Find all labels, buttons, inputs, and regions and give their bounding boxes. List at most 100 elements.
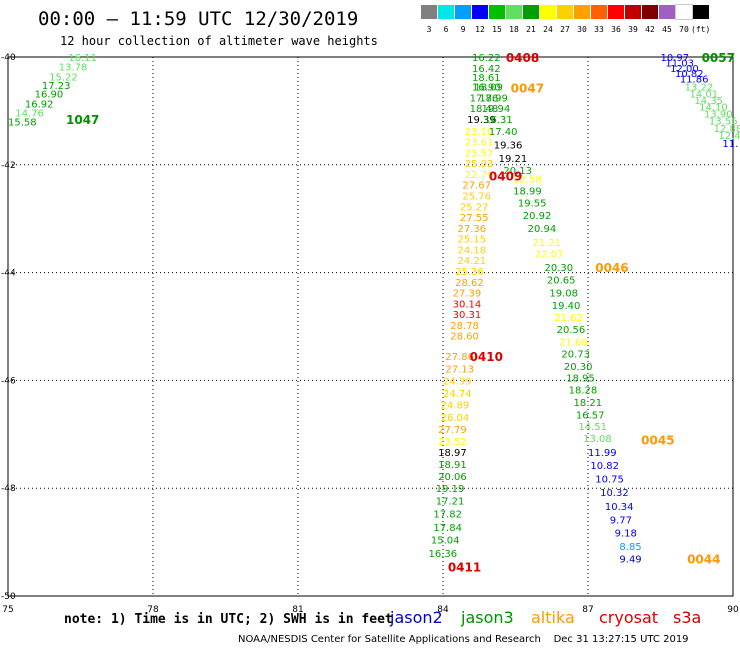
wave-height-value: 19.55 <box>518 199 547 210</box>
legend-jason2: jason2 <box>390 608 443 627</box>
wave-height-value: 19.21 <box>499 154 528 165</box>
legend-swatch <box>693 5 709 19</box>
wave-height-value: 17.76 <box>470 93 499 104</box>
wave-height-value: 27.39 <box>453 289 482 300</box>
legend-label: 42 <box>645 25 655 34</box>
legend-swatch <box>608 5 624 19</box>
legend-label: 12 <box>475 25 485 34</box>
wave-height-value: 20.06 <box>438 472 467 483</box>
legend-swatch <box>523 5 539 19</box>
y-tick-label: -44 <box>1 269 16 279</box>
wave-height-value: 17.82 <box>433 510 462 521</box>
legend-swatch <box>675 4 693 20</box>
wave-height-value: 23.57 <box>465 148 494 159</box>
wave-height-value: 16.90 <box>472 83 501 94</box>
wave-height-value: 8.85 <box>619 542 641 553</box>
wave-height-value: 23.61 <box>465 138 494 149</box>
wave-height-value: 14.51 <box>578 422 607 433</box>
x-tick-label: 87 <box>582 605 593 615</box>
wave-height-value: 14.10 <box>699 103 728 114</box>
legend-label: 3 <box>426 25 432 34</box>
wave-height-value: 19.08 <box>549 289 578 300</box>
wave-height-value: 18.95 <box>566 374 595 385</box>
wave-height-value: 30.14 <box>453 299 482 310</box>
legend-label: 39 <box>628 25 638 34</box>
pass-time-label: 0044 <box>687 552 720 566</box>
wave-height-value: 27.79 <box>438 425 467 436</box>
legend-label: 27 <box>560 25 570 34</box>
plot-frame <box>7 56 734 597</box>
wave-height-value: 18.61 <box>472 73 501 84</box>
wave-height-value: 18.99 <box>513 187 542 198</box>
wave-height-value: 17.21 <box>436 497 465 508</box>
wave-height-value: 18.21 <box>574 398 603 409</box>
wave-height-value: 28.62 <box>455 278 484 289</box>
wave-height-value: 25.15 <box>458 235 487 246</box>
pass-time-label: 0410 <box>470 350 503 364</box>
legend-label: 33 <box>594 25 604 34</box>
pass-time-label: 0408 <box>506 51 539 65</box>
legend-swatch <box>421 5 437 19</box>
wave-height-value: 14.35 <box>694 96 723 107</box>
wave-height-value: 18.48 <box>470 104 499 115</box>
pass-time-label: 0045 <box>641 434 674 448</box>
wave-height-value: 25.36 <box>455 267 484 278</box>
wave-height-value: 24.99 <box>443 376 472 387</box>
x-tick-label: 81 <box>292 605 303 615</box>
wave-height-value: 10.34 <box>605 502 634 513</box>
wave-height-value: 22.79 <box>465 170 494 181</box>
legend-label: 45 <box>662 25 672 34</box>
legend-swatch <box>455 5 471 19</box>
wave-height-value: 15.04 <box>431 535 460 546</box>
wave-height-value: 27.55 <box>460 213 489 224</box>
pass-time-label: 0046 <box>595 261 628 275</box>
x-tick-label: 78 <box>147 605 159 615</box>
y-tick-label: -46 <box>1 376 16 386</box>
wave-height-value: 19.36 <box>494 140 523 151</box>
page-title: 00:00 – 11:59 UTC 12/30/2019 <box>38 8 359 30</box>
wave-height-value: 20.94 <box>528 224 557 235</box>
wave-height-value: 13.22 <box>685 83 714 94</box>
legend-label: 24 <box>543 25 553 34</box>
pass-time-label: 0047 <box>511 82 544 96</box>
wave-height-value: 17.40 <box>489 127 518 138</box>
legend-altika: altika <box>531 608 575 627</box>
wave-height-value: 24.18 <box>458 245 487 256</box>
pass-time-label: 1047 <box>66 113 99 127</box>
legend-cryosat: cryosat <box>599 608 659 627</box>
wave-height-value: 18.97 <box>438 448 467 459</box>
wave-height-value: 21.62 <box>554 313 583 324</box>
legend-swatch <box>557 5 573 19</box>
pass-time-label: 0411 <box>448 560 481 574</box>
wave-height-value: 20.92 <box>523 211 552 222</box>
wave-height-value: 10.82 <box>675 69 704 80</box>
wave-height-value: 23.10 <box>465 127 494 138</box>
wave-height-value: 10.32 <box>600 488 629 499</box>
wave-height-value: 21.69 <box>559 338 588 349</box>
wave-height-value: 16.57 <box>576 410 605 421</box>
wave-height-value: 20.30 <box>564 362 593 373</box>
wave-height-value: 22.58 <box>513 174 542 185</box>
wave-height-value: 9.77 <box>610 515 632 526</box>
wave-height-value: 15.58 <box>8 118 37 129</box>
wave-height-value: 11.86 <box>680 75 709 86</box>
legend-jason3: jason3 <box>461 608 514 627</box>
wave-height-value: 11.99 <box>588 448 617 459</box>
wave-height-value: 17.84 <box>433 523 462 534</box>
wave-height-value: 20.13 <box>503 166 532 177</box>
wave-height-value: 16.22 <box>472 53 501 64</box>
wave-height-value: 18.91 <box>438 460 467 471</box>
wave-height-value: 10.82 <box>590 461 619 472</box>
legend-label: 9 <box>460 25 466 34</box>
legend-swatch <box>591 5 607 19</box>
legend-swatch <box>659 5 675 19</box>
wave-height-value: 18.28 <box>569 386 598 397</box>
footnote: note: 1) Time is in UTC; 2) SWH is in fe… <box>64 612 393 627</box>
legend-label: 21 <box>526 25 536 34</box>
wave-height-value: 10.97 <box>661 53 690 64</box>
wave-height-value: 20.30 <box>545 263 574 274</box>
legend-swatch <box>438 5 454 19</box>
wave-height-value: 16.92 <box>25 99 54 110</box>
wave-height-value: 19.19 <box>436 484 465 495</box>
legend-swatch <box>472 5 488 19</box>
